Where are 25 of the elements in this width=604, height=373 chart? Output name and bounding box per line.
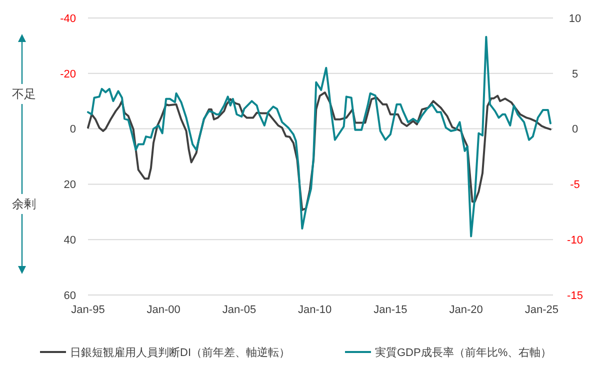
line-series bbox=[87, 36, 552, 238]
y2-tick-label: 10 bbox=[568, 12, 582, 25]
x-tick-label: Jan-15 bbox=[374, 304, 408, 316]
y2-tick-label: 0 bbox=[572, 124, 578, 136]
y-tick-label: 60 bbox=[64, 290, 76, 302]
x-tick-label: Jan-20 bbox=[449, 304, 483, 316]
y2-tick-label: 5 bbox=[572, 68, 578, 80]
legend-label: 実質GDP成長率（前年比%、右軸） bbox=[375, 346, 552, 359]
y-tick-label: 40 bbox=[64, 234, 76, 246]
line-series bbox=[87, 92, 552, 211]
x-tick-label: Jan-00 bbox=[146, 304, 180, 316]
y-tick-label: -20 bbox=[60, 68, 76, 80]
legend-label: 日銀短観雇用人員判断DI（前年差、軸逆転） bbox=[70, 346, 290, 359]
text: 不足 bbox=[12, 87, 36, 101]
x-tick-label: Jan-10 bbox=[298, 304, 332, 316]
y2-tick-label: -15 bbox=[567, 290, 583, 302]
y-tick-label: 20 bbox=[64, 179, 76, 192]
y2-tick-label: -10 bbox=[567, 234, 583, 246]
y2-tick-label: -5 bbox=[570, 179, 580, 192]
x-tick-label: Jan-95 bbox=[71, 304, 105, 316]
y-tick-label: 0 bbox=[70, 124, 76, 136]
x-tick-label: Jan-25 bbox=[524, 304, 559, 316]
y-tick-label: -40 bbox=[60, 12, 76, 25]
text: 余剰 bbox=[12, 197, 36, 211]
x-tick-label: Jan-05 bbox=[222, 304, 256, 316]
